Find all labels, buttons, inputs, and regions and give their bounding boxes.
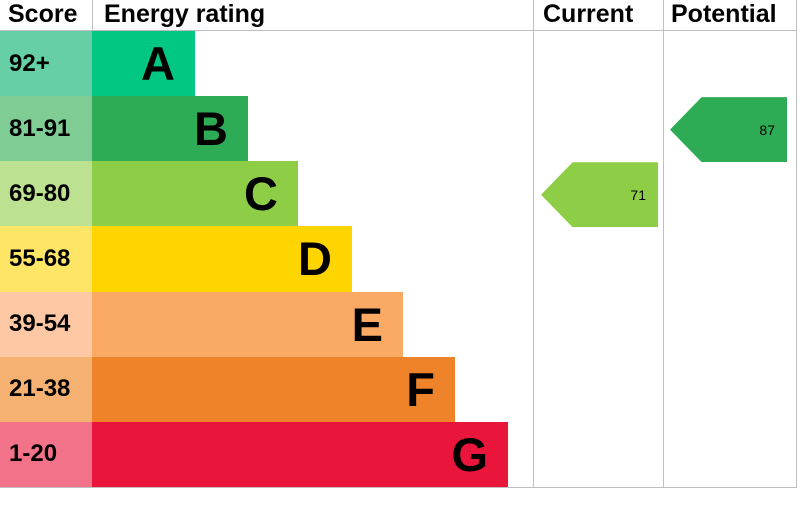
- potential-rating-value: 87: [759, 121, 775, 138]
- potential-column-divider: [663, 0, 664, 488]
- band-letter: G: [451, 427, 488, 481]
- header-divider-line: [0, 30, 797, 31]
- score-cell: 21-38: [0, 356, 92, 422]
- score-cell: 81-91: [0, 96, 92, 162]
- rating-bar-d: D: [92, 226, 352, 292]
- band-letter: D: [298, 232, 332, 286]
- energy-rating-header: Energy rating: [104, 0, 266, 28]
- current-rating-value: 71: [630, 186, 646, 203]
- score-cell: 1-20: [0, 421, 92, 487]
- rating-bar-b: B: [92, 96, 248, 162]
- band-letter: E: [351, 297, 383, 351]
- band-row-f: 21-38 F: [0, 356, 797, 422]
- rating-bar-a: A: [92, 31, 195, 97]
- score-cell: 39-54: [0, 291, 92, 357]
- header-row: Score Energy rating Current Potential: [0, 0, 797, 30]
- score-cell: 69-80: [0, 161, 92, 227]
- band-row-b: 81-91 B: [0, 96, 797, 162]
- band-letter: A: [141, 37, 175, 91]
- bottom-border-line: [0, 487, 797, 488]
- band-row-g: 1-20 G: [0, 421, 797, 487]
- rating-bar-e: E: [92, 291, 403, 357]
- rating-bar-g: G: [92, 421, 508, 487]
- band-row-c: 69-80 C: [0, 161, 797, 227]
- current-header: Current: [543, 0, 634, 28]
- rating-bar-c: C: [92, 161, 298, 227]
- band-letter: B: [194, 102, 228, 156]
- band-row-a: 92+ A: [0, 31, 797, 97]
- score-column-divider: [92, 0, 93, 30]
- score-cell: 92+: [0, 31, 92, 97]
- rating-bar-f: F: [92, 356, 455, 422]
- potential-header: Potential: [671, 0, 777, 28]
- score-header: Score: [8, 0, 78, 28]
- score-cell: 55-68: [0, 226, 92, 292]
- band-letter: F: [406, 362, 435, 416]
- band-row-e: 39-54 E: [0, 291, 797, 357]
- band-row-d: 55-68 D: [0, 226, 797, 292]
- right-border-line: [796, 0, 797, 488]
- band-rows: 92+ A 81-91 B 69-80 C 55-68 D 39-54 E 21…: [0, 31, 797, 487]
- current-column-divider: [533, 0, 534, 488]
- band-letter: C: [244, 167, 278, 221]
